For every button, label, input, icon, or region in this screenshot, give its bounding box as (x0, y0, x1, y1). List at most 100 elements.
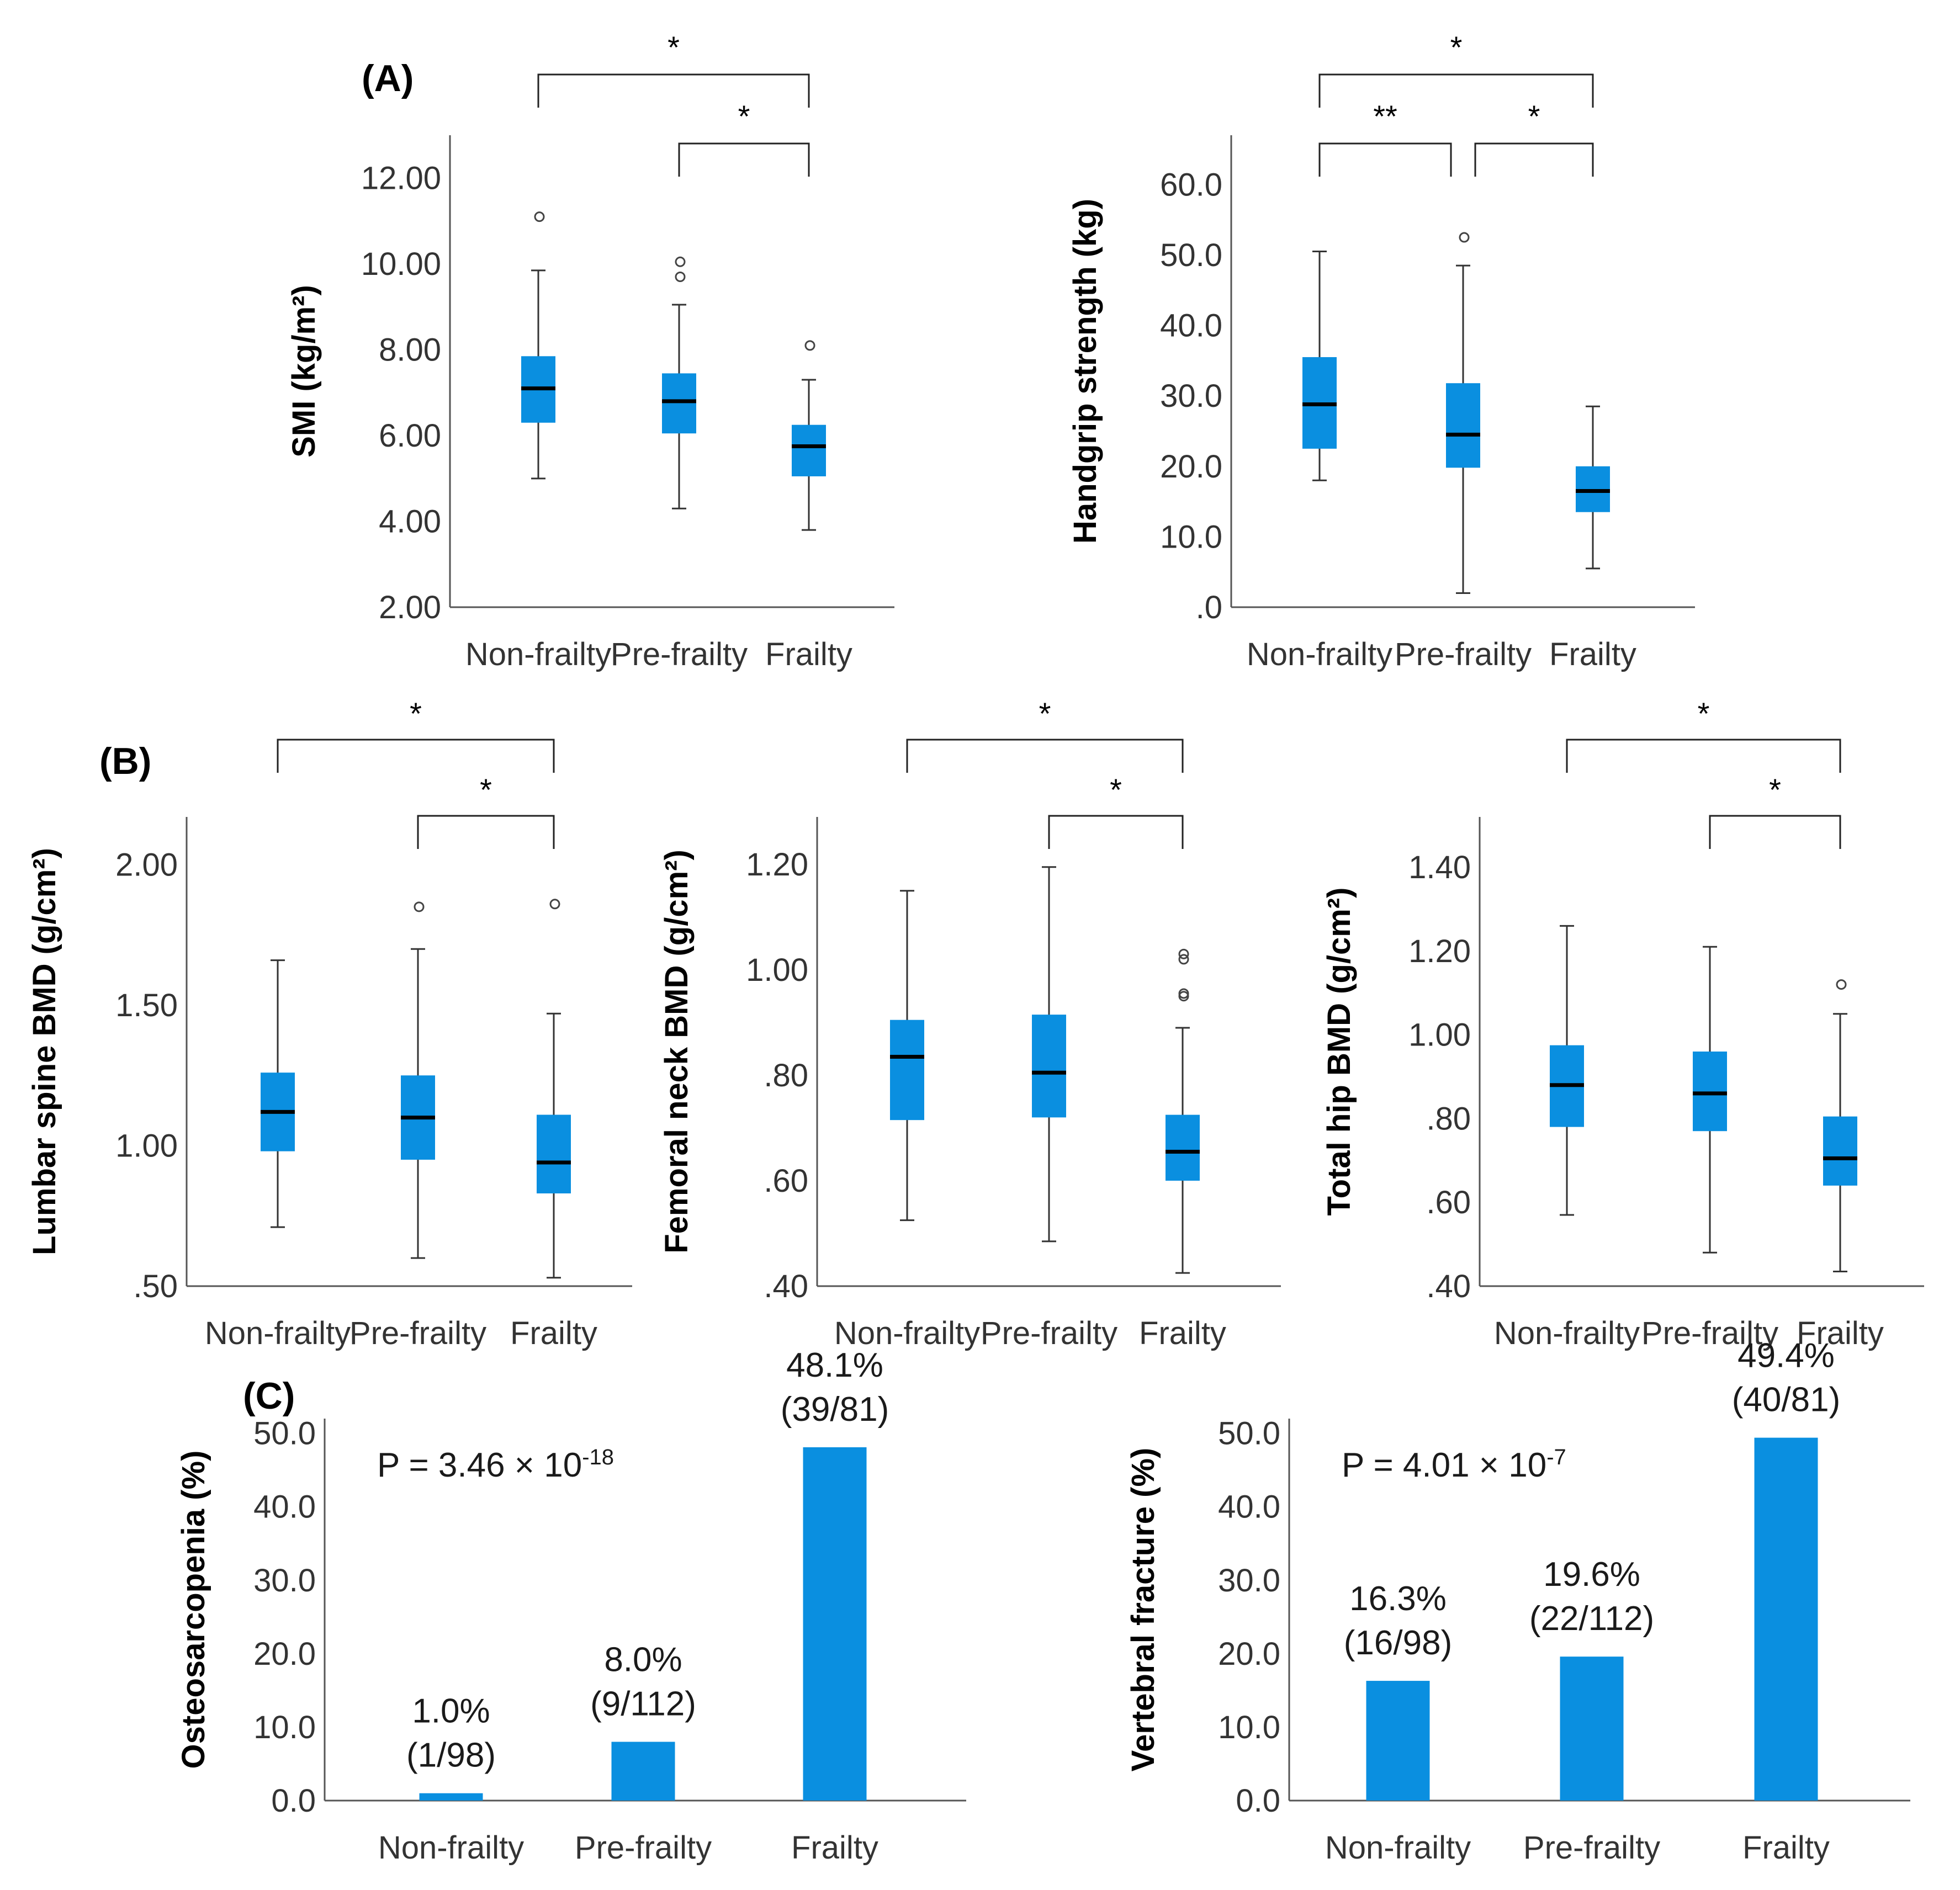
chart-grip: .0 10.0 20.0 30.0 40.0 50.0 60.0 Non-frailty Pre… (1067, 30, 1695, 672)
significance-star: * (1450, 30, 1463, 65)
x-tick-label: Frailty (1549, 636, 1636, 672)
significance-star: * (1110, 772, 1122, 807)
y-tick-label: 40.0 (1218, 1489, 1280, 1525)
iqr-box (537, 1114, 571, 1194)
significance-star: * (1039, 696, 1051, 731)
significance-bracket (906, 739, 1184, 773)
y-tick-label: 0.0 (1236, 1783, 1280, 1819)
y-axis-title: Femoral neck BMD (g/cm²) (659, 850, 695, 1254)
y-tick-label: 30.0 (1160, 378, 1222, 414)
iqr-box (1693, 1052, 1727, 1132)
y-tick-label: 2.00 (115, 847, 178, 883)
significance-bracket (1709, 815, 1841, 849)
iqr-box (1166, 1114, 1200, 1181)
bar-count-label: (9/112) (590, 1685, 696, 1723)
y-tick-label: .40 (1426, 1268, 1471, 1304)
panel-label-b: (B) (99, 740, 151, 782)
significance-star: * (410, 696, 422, 731)
y-tick-label: 2.00 (379, 590, 441, 625)
y-tick-label: 12.00 (361, 161, 441, 197)
p-value-label: P = 4.01 × 10-7 (1342, 1445, 1566, 1484)
y-axis-title: SMI (kg/m²) (286, 285, 322, 458)
p-value-label: P = 3.46 × 10-18 (377, 1445, 614, 1484)
significance-star: * (668, 30, 680, 65)
y-tick-label: 50.0 (253, 1416, 316, 1452)
x-tick-label: Non-frailty (205, 1315, 351, 1351)
significance-bracket (1048, 815, 1184, 849)
y-tick-label: 0.0 (271, 1783, 316, 1819)
iqr-box (1446, 383, 1480, 468)
bar (419, 1793, 483, 1801)
significance-bracket (1566, 739, 1841, 773)
chart-osteo: 0.0 10.0 20.0 30.0 40.0 50.0 Non-frailty Pre-fr… (176, 1346, 966, 1866)
significance-star: * (1769, 772, 1781, 807)
y-tick-label: .80 (764, 1058, 808, 1093)
y-tick-label: .0 (1196, 590, 1222, 625)
y-tick-label: 40.0 (253, 1489, 316, 1525)
y-tick-label: 1.00 (115, 1128, 178, 1164)
significance-star: ** (1373, 99, 1397, 134)
y-tick-label: 1.00 (746, 952, 808, 988)
p-value-exponent: -7 (1546, 1445, 1566, 1469)
chart-smi: 2.00 4.00 6.00 8.00 10.00 12.00 Non-frailtyPre… (286, 30, 894, 672)
y-tick-label: 20.0 (1160, 449, 1222, 485)
iqr-box (662, 373, 696, 434)
outlier-point (675, 256, 686, 267)
bar-count-label: (22/112) (1529, 1600, 1654, 1638)
y-tick-label: .60 (764, 1163, 808, 1199)
y-tick-label: .40 (764, 1268, 808, 1304)
iqr-box (1823, 1116, 1857, 1186)
y-axis-title: Osteosarcopenia (%) (176, 1451, 211, 1769)
bar (1560, 1657, 1624, 1801)
y-tick-label: 30.0 (253, 1563, 316, 1599)
x-tick-label: Frailty (510, 1315, 597, 1351)
charts-group: 2.004.006.008.0010.0012.00Non-frailtyPre… (27, 30, 1924, 1866)
panel-label-c: (C) (243, 1375, 295, 1417)
outlier-point (549, 899, 560, 910)
y-tick-label: 20.0 (1218, 1636, 1280, 1672)
significance-star: * (1698, 696, 1710, 731)
outlier-point (1178, 948, 1189, 959)
x-tick-label: Frailty (791, 1830, 878, 1866)
x-tick-label: Pre-frailty (1523, 1830, 1660, 1866)
x-tick-label: Non-frailty (1247, 636, 1392, 672)
y-axis-title: Total hip BMD (g/cm²) (1321, 888, 1357, 1216)
bar (1366, 1681, 1430, 1801)
outlier-point (675, 272, 686, 282)
y-tick-label: 60.0 (1160, 167, 1222, 203)
y-tick-label: 8.00 (379, 332, 441, 368)
y-tick-label: 1.50 (115, 988, 178, 1023)
outlier-point (534, 211, 545, 222)
bar-value-label: 48.1% (786, 1346, 883, 1384)
y-axis-title: Handgrip strength (kg) (1067, 199, 1103, 544)
y-tick-label: 1.40 (1408, 850, 1471, 885)
significance-star: * (480, 772, 492, 807)
y-tick-label: 30.0 (1218, 1563, 1280, 1599)
bar (611, 1742, 675, 1801)
y-tick-label: 6.00 (379, 418, 441, 454)
bar-value-label: 16.3% (1349, 1580, 1447, 1618)
x-tick-label: Non-frailty (1494, 1315, 1640, 1351)
x-tick-label: Non-frailty (834, 1315, 980, 1351)
significance-bracket (1318, 142, 1452, 177)
x-tick-label: Frailty (1742, 1830, 1830, 1866)
x-tick-label: Non-frailty (465, 636, 611, 672)
y-axis-title: Vertebral fracture (%) (1125, 1448, 1161, 1772)
y-tick-label: .50 (133, 1268, 178, 1304)
significance-bracket (537, 73, 810, 108)
outlier-point (804, 340, 815, 351)
bar-value-label: 19.6% (1543, 1555, 1640, 1594)
bar-value-label: 49.4% (1737, 1337, 1835, 1375)
x-tick-label: Pre-frailty (1395, 636, 1532, 672)
x-tick-label: Pre-frailty (1641, 1315, 1778, 1351)
y-tick-label: 40.0 (1160, 308, 1222, 344)
iqr-box (792, 424, 826, 476)
bar-count-label: (16/98) (1344, 1624, 1452, 1662)
bar-value-label: 1.0% (412, 1692, 490, 1730)
significance-bracket (678, 142, 810, 177)
bar (1754, 1437, 1818, 1801)
x-tick-label: Pre-frailty (349, 1315, 486, 1351)
y-tick-label: 20.0 (253, 1636, 316, 1672)
x-tick-label: Frailty (1139, 1315, 1226, 1351)
bar-count-label: (1/98) (406, 1737, 496, 1775)
